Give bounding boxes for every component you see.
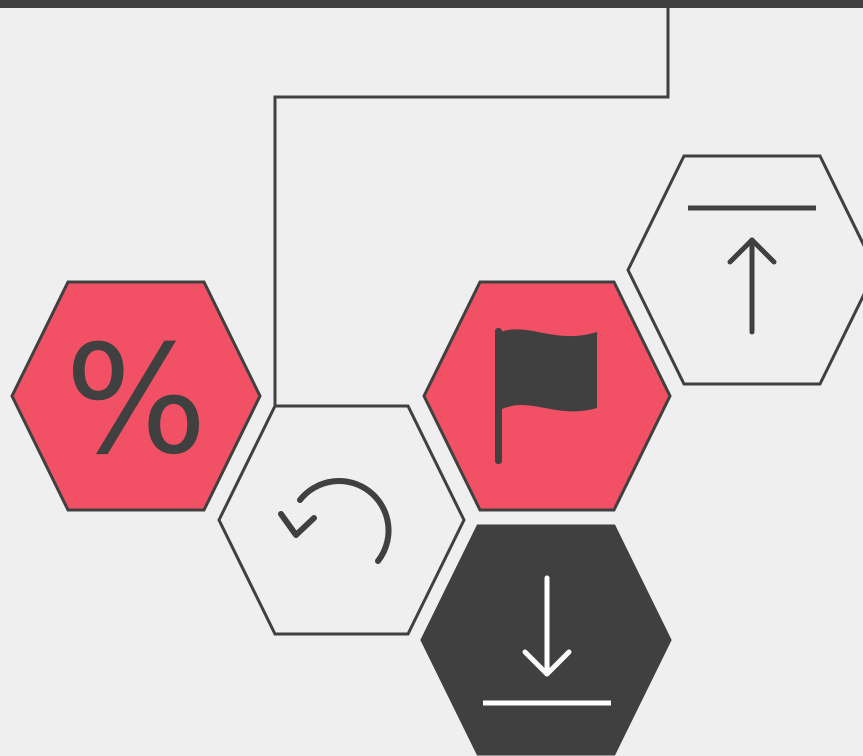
undo-arrowhead bbox=[278, 511, 317, 538]
flag-button[interactable] bbox=[422, 280, 672, 512]
connector bbox=[273, 0, 670, 405]
upload-arrowhead bbox=[727, 237, 777, 265]
upload-button[interactable] bbox=[626, 154, 863, 386]
hexagon[interactable] bbox=[10, 280, 262, 512]
percent-button[interactable]: % bbox=[10, 280, 262, 512]
percent-label: % bbox=[65, 314, 208, 488]
undo-icon bbox=[297, 478, 392, 564]
download-button[interactable] bbox=[420, 524, 672, 756]
top-bar bbox=[0, 0, 863, 8]
flag-icon bbox=[500, 329, 597, 412]
hexagon[interactable] bbox=[626, 154, 863, 386]
download-arrowhead bbox=[522, 649, 572, 677]
undo-button[interactable] bbox=[217, 404, 466, 636]
hexagon[interactable] bbox=[217, 404, 466, 636]
